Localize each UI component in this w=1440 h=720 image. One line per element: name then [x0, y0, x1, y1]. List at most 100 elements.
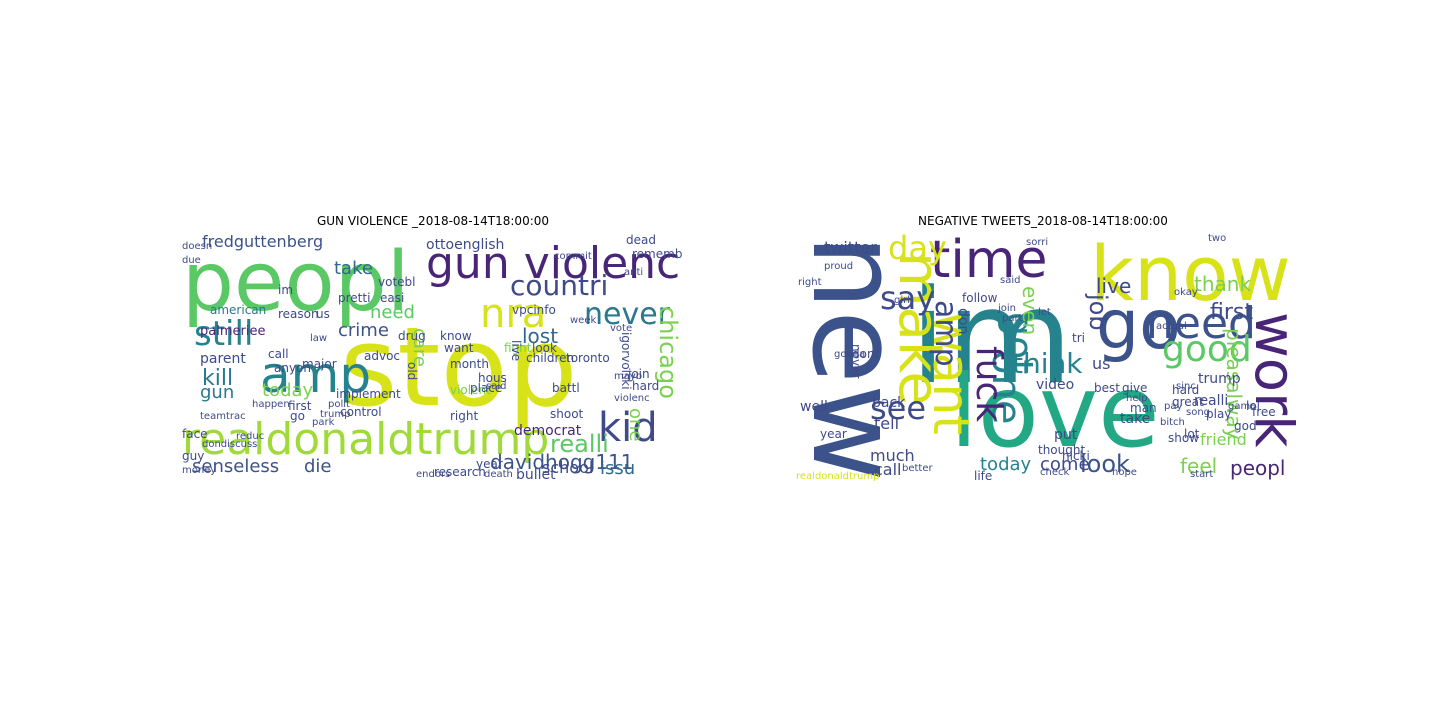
word-issu: issu — [600, 458, 636, 479]
word-kid: kid — [598, 405, 658, 451]
word-feel: feel — [1180, 454, 1218, 478]
right-word-cloud: new im know love time go need work make day good wa… — [790, 232, 1296, 484]
word-ottoenglish: ottoenglish — [426, 237, 505, 253]
word-call: call — [874, 460, 902, 479]
word-votebl: votebl — [378, 275, 416, 289]
word-much: much — [870, 446, 915, 465]
word-right: right — [450, 409, 479, 423]
word-proud: proud — [824, 261, 854, 272]
word-us: us — [1092, 354, 1111, 373]
right-panel-title: NEGATIVE TWEETS_2018-08-14T18:00:00 — [918, 214, 1168, 228]
word-us: us — [316, 307, 330, 321]
word-play: play — [1206, 407, 1232, 421]
word-still: still — [194, 314, 254, 354]
word-fuck: fuck — [968, 346, 1009, 423]
word-realdonaldtrump: realdonaldtrump — [182, 414, 550, 465]
word-mayb: mayb — [614, 371, 643, 382]
word-realli: realli — [1194, 393, 1229, 409]
word-week: week — [570, 315, 597, 326]
word-take: take — [334, 258, 373, 279]
word-think: think — [1012, 347, 1083, 380]
word-go: go — [290, 409, 305, 423]
word-park: park — [312, 417, 335, 428]
word-palmeriee: palmeriee — [200, 324, 266, 339]
word-im: im — [278, 283, 294, 297]
word-kill: kill — [202, 366, 234, 391]
word-two: two — [1208, 233, 1227, 244]
word-great: great — [1172, 395, 1204, 409]
word-realdonaldtrump: realdonaldtrump — [796, 471, 880, 482]
word-gun: gun — [200, 382, 235, 403]
word-toronto: toronto — [566, 351, 610, 365]
word-easi: easi — [380, 291, 405, 305]
word-lost: lost — [522, 324, 559, 348]
word-fight: fight — [504, 341, 532, 355]
word-advoc: advoc — [364, 349, 401, 363]
word-join: join — [998, 303, 1017, 314]
word-put: put — [1054, 427, 1078, 443]
word-democrat: democrat — [514, 423, 582, 439]
word-follow: follow — [962, 291, 998, 305]
word-trump: trump — [320, 409, 351, 420]
word-amp: amp — [260, 346, 372, 404]
word-need: need — [1146, 298, 1256, 349]
word-go: go — [1096, 286, 1181, 365]
word-stop: stop — [340, 303, 578, 431]
word-tri: tri — [1072, 331, 1085, 345]
word-vote: vote — [610, 323, 633, 334]
word-nra: nra — [480, 291, 547, 337]
word-month: month — [450, 357, 489, 371]
word-parent: parent — [200, 351, 246, 367]
word-gun-violenc: gun violenc — [426, 238, 681, 289]
word-hard: hard — [1172, 383, 1200, 397]
word-don: don — [955, 308, 971, 335]
word-school: school — [542, 458, 594, 477]
word-live: live — [1096, 274, 1132, 298]
word-thank: thank — [1194, 272, 1252, 296]
word-start: start — [1190, 469, 1214, 480]
word-call: call — [268, 347, 289, 361]
word-sinc: sinc — [1176, 381, 1196, 392]
word-friend: friend — [1200, 430, 1247, 449]
word-say: say — [880, 279, 936, 317]
word-teamtrac: teamtrac — [200, 411, 246, 422]
word-dont: dont — [852, 347, 880, 361]
word-job: job — [1084, 294, 1112, 331]
word-due: due — [182, 255, 201, 266]
word-bullet: bullet — [516, 467, 556, 483]
word-actual: actual — [1156, 321, 1187, 332]
word-check: check — [1040, 467, 1070, 478]
left-word-cloud: peopl stop gun violenc nra countri amp still re… — [180, 232, 686, 484]
word-money: money — [182, 465, 217, 476]
word-time: time — [930, 232, 1048, 290]
left-panel-title: GUN VIOLENCE _2018-08-14T18:00:00 — [316, 214, 550, 228]
word-face: face — [182, 427, 208, 441]
word-first: first — [288, 399, 312, 413]
word-sorri: sorri — [1026, 237, 1049, 248]
word-day: day — [888, 232, 947, 267]
word-show: show — [1168, 431, 1200, 445]
word-lol: lol — [1246, 399, 1261, 413]
word-lot: lot — [1184, 427, 1200, 441]
word-know: know — [440, 329, 472, 343]
word-game: game — [1228, 401, 1257, 412]
word-take: take — [1120, 411, 1151, 427]
word-drug: drug — [398, 329, 426, 343]
word-polit: polit — [328, 399, 350, 410]
word-battl: battl — [552, 381, 580, 395]
word-good: good — [1162, 329, 1252, 370]
word-children: children — [526, 351, 575, 365]
word-see: see — [870, 389, 927, 427]
word-chicago: chicago — [654, 306, 682, 399]
word-said: said — [486, 381, 507, 392]
word-countri: countri — [510, 269, 609, 302]
word-im: im — [910, 261, 1073, 413]
word-year: year — [476, 457, 503, 471]
word-place: place — [470, 381, 503, 395]
word-death: death — [484, 469, 513, 480]
word-want: want — [444, 341, 474, 355]
word-back: back — [872, 395, 906, 411]
word-well: well — [800, 399, 828, 415]
word-join: join — [628, 367, 650, 381]
